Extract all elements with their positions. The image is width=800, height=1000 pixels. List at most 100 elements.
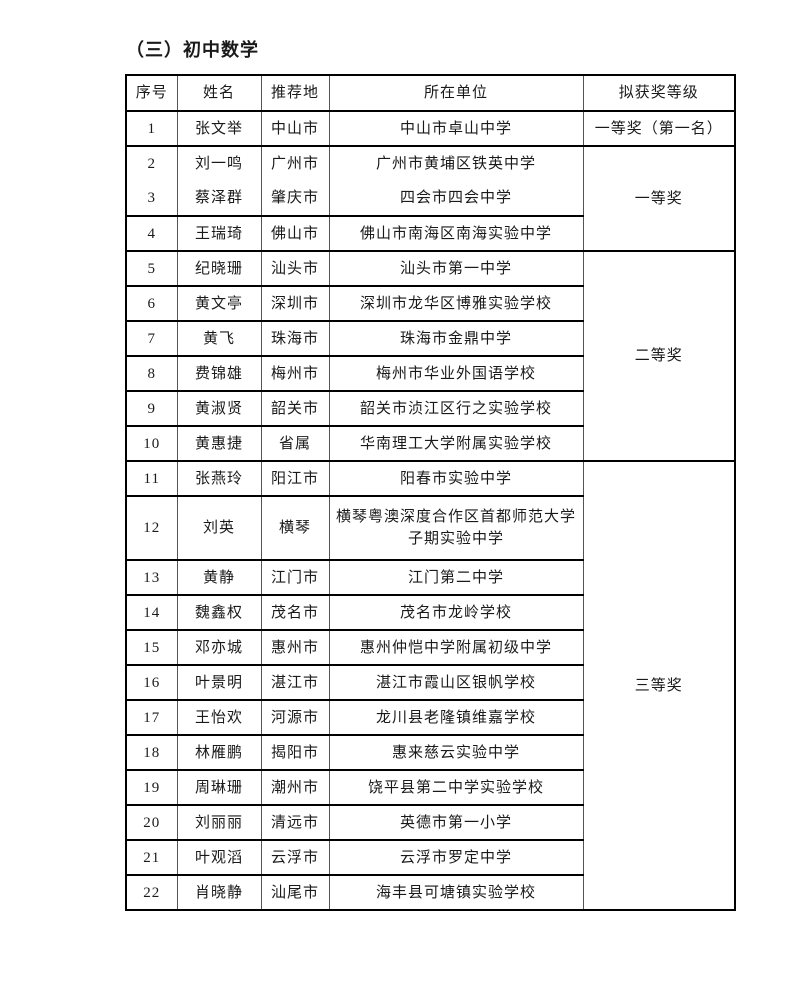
cell-name: 蔡泽群 [176,180,262,217]
cell-place: 清远市 [260,804,330,841]
table-row: 2 刘一鸣 广州市 广州市黄埔区铁英中学 一等奖 [125,145,736,252]
table-row: 19 周琳珊 潮州市 饶平县第二中学实验学校 [125,769,735,806]
cell-name: 周琳珊 [176,769,262,806]
cell-place: 广州市 [260,145,330,181]
cell-number: 6 [125,285,178,322]
table-row: 18 林雁鹏 揭阳市 惠来慈云实验中学 [125,734,735,771]
cell-place: 深圳市 [260,285,330,322]
cell-school: 惠来慈云实验中学 [328,734,584,771]
cell-number: 1 [125,110,178,147]
table-row: 14 魏鑫权 茂名市 茂名市龙岭学校 [125,594,735,631]
table-row: 4 王瑞琦 佛山市 佛山市南海区南海实验中学 [125,215,735,252]
cell-place: 江门市 [260,559,330,596]
cell-name: 张燕玲 [176,460,262,497]
table-row: 22 肖晓静 汕尾市 海丰县可塘镇实验学校 [125,874,735,911]
cell-number: 18 [125,734,178,771]
cell-place: 揭阳市 [260,734,330,771]
cell-number: 4 [125,215,178,252]
cell-place: 潮州市 [260,769,330,806]
cell-number: 20 [125,804,178,841]
cell-school: 惠州仲恺中学附属初级中学 [328,629,584,666]
cell-place: 茂名市 [260,594,330,631]
cell-name: 王怡欢 [176,699,262,736]
table-row: 8 费锦雄 梅州市 梅州市华业外国语学校 [125,355,735,392]
cell-name: 黄飞 [176,320,262,357]
cell-name: 叶景明 [176,664,262,701]
table-row: 3 蔡泽群 肇庆市 四会市四会中学 [125,180,735,217]
col-header-school: 所在单位 [328,74,584,112]
cell-place: 惠州市 [260,629,330,666]
cell-school: 饶平县第二中学实验学校 [328,769,584,806]
cell-place: 河源市 [260,699,330,736]
table-row: 1 张文举 中山市 中山市卓山中学 一等奖（第一名） [125,110,736,147]
cell-school: 海丰县可塘镇实验学校 [328,874,584,911]
table-row: 12 刘英 横琴 横琴粤澳深度合作区首都师范大学子期实验中学 [125,495,735,561]
header-row: 序号 姓名 推荐地 所在单位 拟获奖等级 [125,74,736,112]
cell-number: 22 [125,874,178,911]
cell-school: 中山市卓山中学 [328,110,584,147]
cell-number: 5 [125,250,178,287]
cell-school: 四会市四会中学 [328,180,584,217]
cell-number: 7 [125,320,178,357]
table-row: 10 黄惠捷 省属 华南理工大学附属实验学校 [125,425,735,462]
cell-name: 刘丽丽 [176,804,262,841]
cell-place: 中山市 [260,110,330,147]
cell-name: 张文举 [176,110,262,147]
table-row: 5 纪晓珊 汕头市 汕头市第一中学 二等奖 [125,250,736,462]
table-row: 9 黄淑贤 韶关市 韶关市浈江区行之实验学校 [125,390,735,427]
cell-number: 8 [125,355,178,392]
table-row: 17 王怡欢 河源市 龙川县老隆镇维嘉学校 [125,699,735,736]
cell-number: 9 [125,390,178,427]
cell-name: 王瑞琦 [176,215,262,252]
cell-number: 14 [125,594,178,631]
cell-place: 省属 [260,425,330,462]
cell-number: 2 [125,145,178,181]
col-header-award: 拟获奖等级 [582,74,736,112]
cell-place: 阳江市 [260,460,330,497]
cell-award: 二等奖 [582,250,736,462]
table-row: 13 黄静 江门市 江门第二中学 [125,559,735,596]
cell-place: 横琴 [260,495,330,561]
cell-number: 12 [125,495,178,561]
cell-school: 佛山市南海区南海实验中学 [328,215,584,252]
cell-number: 11 [125,460,178,497]
cell-school: 广州市黄埔区铁英中学 [328,145,584,181]
cell-school: 云浮市罗定中学 [328,839,584,876]
cell-school: 湛江市霞山区银帆学校 [328,664,584,701]
cell-place: 汕头市 [260,250,330,287]
cell-place: 佛山市 [260,215,330,252]
cell-number: 21 [125,839,178,876]
cell-school: 华南理工大学附属实验学校 [328,425,584,462]
table-row: 20 刘丽丽 清远市 英德市第一小学 [125,804,735,841]
cell-school: 梅州市华业外国语学校 [328,355,584,392]
cell-school: 汕头市第一中学 [328,250,584,287]
cell-name: 费锦雄 [176,355,262,392]
cell-name: 黄文亭 [176,285,262,322]
cell-name: 魏鑫权 [176,594,262,631]
cell-name: 肖晓静 [176,874,262,911]
table-row: 15 邓亦城 惠州市 惠州仲恺中学附属初级中学 [125,629,735,666]
cell-name: 纪晓珊 [176,250,262,287]
cell-school: 江门第二中学 [328,559,584,596]
table-row: 7 黄飞 珠海市 珠海市金鼎中学 [125,320,735,357]
cell-place: 云浮市 [260,839,330,876]
cell-name: 刘英 [176,495,262,561]
award-table: 序号 姓名 推荐地 所在单位 拟获奖等级 1 张文举 中山市 中山市卓山中学 一等奖（第… [125,74,736,911]
col-header-number: 序号 [125,74,178,112]
cell-place: 肇庆市 [260,180,330,217]
cell-school: 阳春市实验中学 [328,460,584,497]
cell-place: 珠海市 [260,320,330,357]
cell-number: 3 [125,180,178,217]
cell-school: 龙川县老隆镇维嘉学校 [328,699,584,736]
cell-number: 17 [125,699,178,736]
cell-name: 叶观滔 [176,839,262,876]
cell-number: 13 [125,559,178,596]
cell-name: 林雁鹏 [176,734,262,771]
cell-name: 黄静 [176,559,262,596]
cell-number: 10 [125,425,178,462]
cell-number: 15 [125,629,178,666]
cell-place: 韶关市 [260,390,330,427]
cell-award: 一等奖 [582,145,736,252]
table-row: 21 叶观滔 云浮市 云浮市罗定中学 [125,839,735,876]
